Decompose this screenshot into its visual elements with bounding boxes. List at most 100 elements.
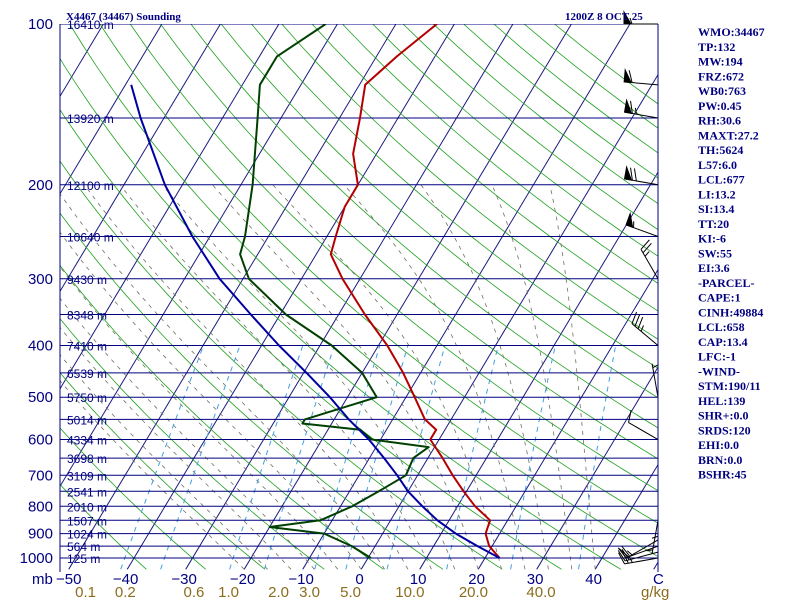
sounding-index-line: CAPE:1 [698, 291, 741, 305]
sounding-traces [130, 24, 501, 559]
dewpoint-trace [239, 24, 430, 559]
sounding-index-line: -WIND- [698, 364, 740, 378]
wind-barb [628, 410, 659, 440]
temperature-tick-label: 40 [585, 571, 602, 588]
wind-barb-feather [640, 239, 650, 250]
isotherm-line [536, 366, 658, 570]
mixing-ratio-line [386, 345, 446, 570]
wind-barb-staff [628, 422, 659, 440]
temperature-unit-label: C [653, 571, 664, 588]
isotherm-line [360, 73, 658, 570]
dry-adiabat-line [60, 483, 147, 570]
mixing-ratio-tick-label: 1.0 [218, 584, 239, 600]
sounding-index-line: HEL:139 [698, 394, 745, 408]
wind-barb-pennant [623, 98, 633, 114]
dry-adiabat-line [523, 24, 658, 129]
height-label: 2541 m [67, 485, 107, 499]
wind-barb-staff [631, 323, 659, 346]
wind-barb-feather [628, 70, 633, 83]
wind-barb [623, 98, 659, 119]
sounding-index-line: BRN:0.0 [698, 453, 742, 467]
wind-barbs [617, 10, 659, 565]
wind-barb [640, 239, 659, 280]
mixing-ratio-line [160, 345, 241, 570]
mixing-ratio-tick-label: 40.0 [526, 584, 555, 600]
wind-barb-half-feather [640, 325, 644, 332]
moist-adiabat-line [549, 184, 596, 570]
height-label: 12100 m [67, 179, 114, 193]
sounding-index-line: LI:13.2 [698, 187, 736, 201]
wind-barb-feather [642, 243, 652, 254]
mixing-ratio-tick-label: 0.1 [75, 584, 96, 600]
isotherm-line [60, 24, 104, 98]
sounding-time: 1200Z 8 OCT 25 [565, 11, 643, 23]
wind-barb-feather [618, 548, 629, 558]
isotherm-line [243, 24, 572, 570]
moist-adiabat-line [60, 266, 339, 570]
wind-barb [623, 10, 658, 25]
mixing-ratio-tick-label: 0.6 [184, 584, 205, 600]
wind-barb-half-feather [646, 549, 653, 552]
station-title: X4467 (34467) Sounding [66, 11, 181, 23]
pressure-tick-label: 300 [28, 271, 53, 288]
sounding-index-line: EHI:0.0 [698, 438, 739, 452]
pressure-tick-label: 1000 [20, 550, 53, 567]
pressure-tick-label: 900 [28, 526, 53, 543]
height-label: 1024 m [67, 528, 107, 542]
temperature-tick-label: −40 [113, 571, 138, 588]
isotherm-line [60, 24, 280, 390]
temperature-tick-label: 0 [355, 571, 363, 588]
mixing-ratio-tick-label: 10.0 [395, 584, 424, 600]
pressure-unit-label: mb [32, 571, 53, 588]
temperature-tick-label: −20 [230, 571, 255, 588]
temperature-tick-label: −50 [56, 571, 81, 588]
pressure-tick-label: 800 [28, 498, 53, 515]
dry-adiabat-line [129, 24, 658, 492]
wind-barb-feather [631, 311, 638, 324]
moist-adiabat-line [60, 380, 245, 570]
sounding-index-line: SW:55 [698, 246, 732, 260]
isotherm-line [68, 24, 397, 570]
moist-adiabat-line [60, 326, 292, 570]
sounding-index-line: LCL:677 [698, 173, 745, 187]
background-grid [60, 24, 658, 570]
pressure-tick-label: 500 [28, 389, 53, 406]
height-label: 13920 m [67, 112, 114, 126]
wind-barb [625, 211, 659, 237]
sounding-index-line: WMO:34467 [698, 25, 765, 39]
wind-barb-half-feather [644, 251, 650, 257]
temperature-tick-label: 10 [410, 571, 427, 588]
wind-barb-half-feather [629, 17, 633, 25]
wind-barb-half-feather [634, 107, 637, 115]
wind-barb-half-feather [626, 550, 633, 556]
height-label: 6539 m [67, 367, 107, 381]
wind-barb-half-feather [651, 535, 659, 539]
mixing-ratio-tick-label: 0.2 [115, 584, 136, 600]
sounding-index-line: LFC:-1 [698, 350, 736, 364]
wind-barb [623, 165, 659, 186]
pressure-tick-label: 400 [28, 338, 53, 355]
wind-barb-half-feather [652, 364, 659, 369]
wind-barb-pennant [623, 165, 633, 181]
sounding-index-line: CAP:13.4 [698, 335, 748, 349]
height-label: 5750 m [67, 391, 107, 405]
wind-barb-pennant [623, 10, 632, 25]
wind-barb-feather [633, 168, 637, 182]
temperature-tick-label: −30 [171, 571, 196, 588]
sounding-index-line: LCL:658 [698, 320, 745, 334]
mixing-ratio-line [345, 345, 409, 570]
wind-barb-feather [634, 314, 641, 327]
dry-adiabat-line [60, 317, 325, 570]
sounding-index-line: FRZ:672 [698, 69, 744, 83]
sounding-index-line: -PARCEL- [698, 276, 754, 290]
parcel-trace [130, 84, 501, 559]
sounding-index-line: SRDS:120 [698, 423, 751, 437]
sounding-index-line: WB0:763 [698, 84, 746, 98]
height-label: 8348 m [67, 309, 107, 323]
sounding-index-line: RH:30.6 [698, 114, 741, 128]
sounding-index-line: KI:-6 [698, 232, 726, 246]
height-label: 3698 m [67, 452, 107, 466]
pressure-tick-label: 100 [28, 16, 53, 33]
